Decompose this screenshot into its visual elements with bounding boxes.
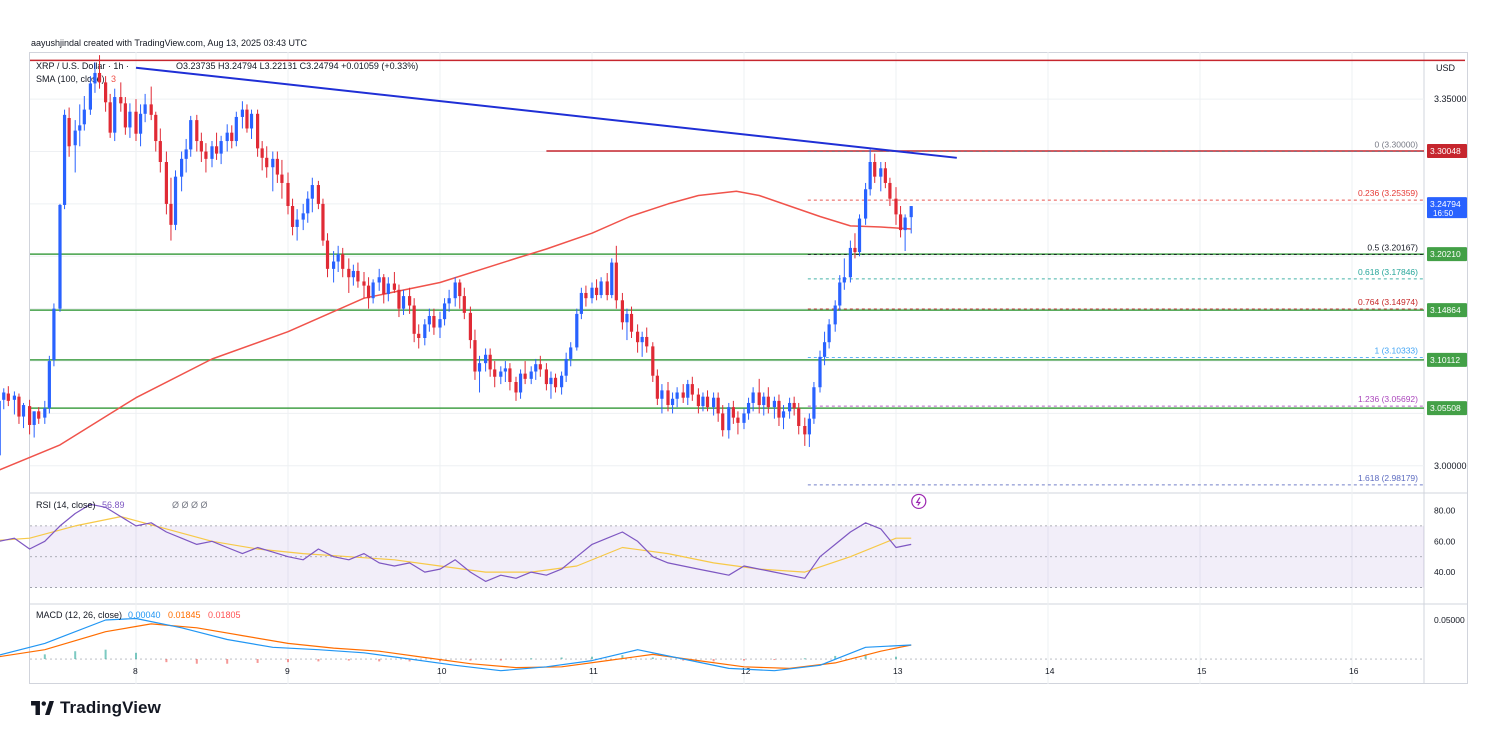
tradingview-logo: TradingView: [31, 698, 161, 718]
tradingview-logo-icon: [31, 701, 54, 715]
symbol-title: XRP / U.S. Dollar · 1h ·: [36, 61, 129, 71]
candle-body: [0, 400, 1, 456]
candle-body: [17, 396, 21, 417]
candle-body: [6, 393, 10, 401]
candle-body: [21, 405, 26, 417]
ohlc-readout: O3.23735 H3.24794 L3.22181 C3.24794 +0.0…: [176, 61, 419, 71]
chart-frame: [29, 52, 1468, 684]
sma-label: SMA (100, close): [36, 74, 105, 84]
candle-body: [2, 392, 6, 400]
chart-credit: aayushjindal created with TradingView.co…: [31, 38, 308, 48]
sma-value: 3: [111, 74, 117, 84]
currency-label: USD: [1436, 63, 1456, 73]
brand-name: TradingView: [60, 698, 161, 717]
candle-body: [12, 395, 16, 400]
